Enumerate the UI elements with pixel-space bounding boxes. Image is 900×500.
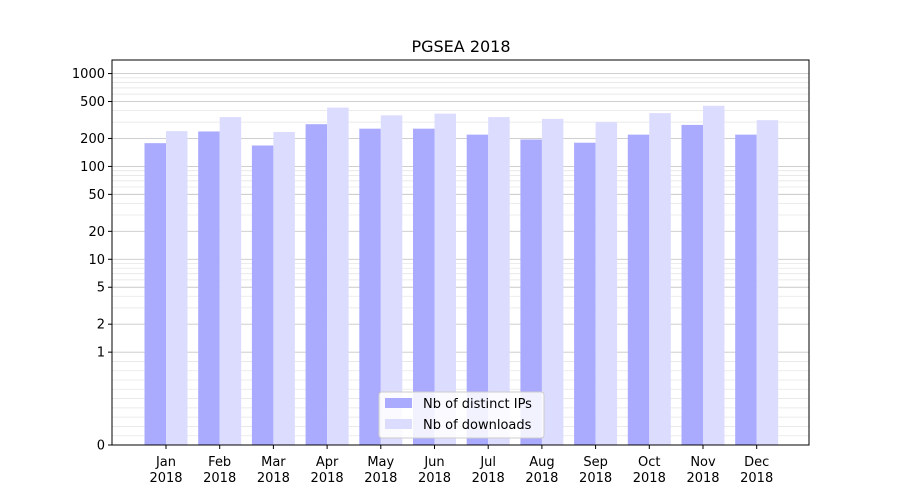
bar-distinct-ips (574, 142, 596, 445)
bar-distinct-ips (735, 134, 757, 445)
legend-box (378, 391, 545, 439)
bar-distinct-ips (359, 128, 381, 445)
y-tick-label: 100 (80, 160, 105, 175)
bar-distinct-ips (413, 128, 435, 445)
x-tick-label-year: 2018 (686, 471, 719, 486)
x-tick-label-month: May (367, 455, 394, 470)
bar-distinct-ips (251, 145, 274, 445)
y-tick-label: 0 (97, 439, 105, 454)
bar-downloads (488, 117, 510, 445)
bar-distinct-ips (520, 139, 542, 446)
plot-frame (111, 59, 810, 446)
x-tick-label-year: 2018 (472, 471, 505, 486)
legend-label: Nb of downloads (423, 418, 532, 433)
legend-swatch (385, 398, 412, 408)
y-tick-label: 50 (88, 188, 105, 203)
x-tick-label-month: Oct (638, 455, 660, 470)
y-tick-label: 200 (80, 132, 105, 147)
bar-downloads (273, 131, 295, 445)
x-tick-label-month: Sep (583, 455, 608, 470)
x-tick-label-year: 2018 (149, 471, 182, 486)
bar-downloads (595, 122, 618, 446)
bar-downloads (327, 107, 349, 445)
legend-label: Nb of distinct IPs (423, 397, 532, 412)
x-tick-label-year: 2018 (418, 471, 451, 486)
bar-downloads (703, 105, 725, 446)
x-tick-label-year: 2018 (257, 471, 290, 486)
x-tick-label-year: 2018 (633, 471, 666, 486)
x-tick-label-year: 2018 (740, 471, 773, 486)
y-tick-label: 5 (97, 281, 105, 296)
x-tick-label-month: Mar (261, 455, 286, 470)
x-tick-label-year: 2018 (525, 471, 558, 486)
bar-distinct-ips (681, 124, 703, 446)
y-tick-label: 1000 (72, 67, 105, 82)
x-tick-label-month: Dec (744, 455, 769, 470)
x-tick-label-month: Jul (479, 455, 496, 470)
y-tick-label: 500 (80, 95, 105, 110)
x-tick-label-year: 2018 (364, 471, 397, 486)
x-tick-label-month: Apr (316, 455, 339, 470)
bar-downloads (166, 131, 188, 446)
bar-downloads (541, 118, 564, 445)
bar-distinct-ips (627, 134, 650, 445)
bar-distinct-ips (466, 134, 489, 445)
bar-downloads (756, 120, 779, 446)
legend-swatch (385, 419, 412, 429)
bar-downloads (380, 115, 403, 445)
bar-downloads (649, 113, 671, 446)
y-tick-label: 20 (88, 225, 105, 240)
y-tick-label: 2 (97, 318, 105, 333)
x-tick-label-month: Jun (423, 455, 444, 470)
legend: Nb of distinct IPs Nb of downloads (378, 391, 545, 439)
x-tick-label-year: 2018 (203, 471, 236, 486)
bar-downloads (434, 113, 456, 445)
bar-distinct-ips (144, 143, 166, 445)
bar-distinct-ips (305, 124, 328, 445)
y-tick-label: 1 (97, 346, 105, 361)
x-tick-label-month: Feb (208, 455, 231, 470)
x-axis: Jan2018Feb2018Mar2018Apr2018May2018Jun20… (149, 445, 773, 486)
x-tick-label-month: Jan (155, 455, 176, 470)
chart-title: PGSEA 2018 (411, 37, 510, 56)
x-tick-label-year: 2018 (579, 471, 612, 486)
y-tick-label: 10 (88, 253, 105, 268)
bar-downloads (219, 117, 242, 445)
x-tick-label-month: Nov (690, 455, 716, 470)
bar-distinct-ips (198, 131, 220, 446)
x-tick-label-month: Aug (529, 455, 554, 470)
y-axis: 0 1 2 5 10 20 50 100 200 500 1000 (72, 67, 112, 454)
bars (144, 105, 779, 446)
x-tick-label-year: 2018 (311, 471, 344, 486)
